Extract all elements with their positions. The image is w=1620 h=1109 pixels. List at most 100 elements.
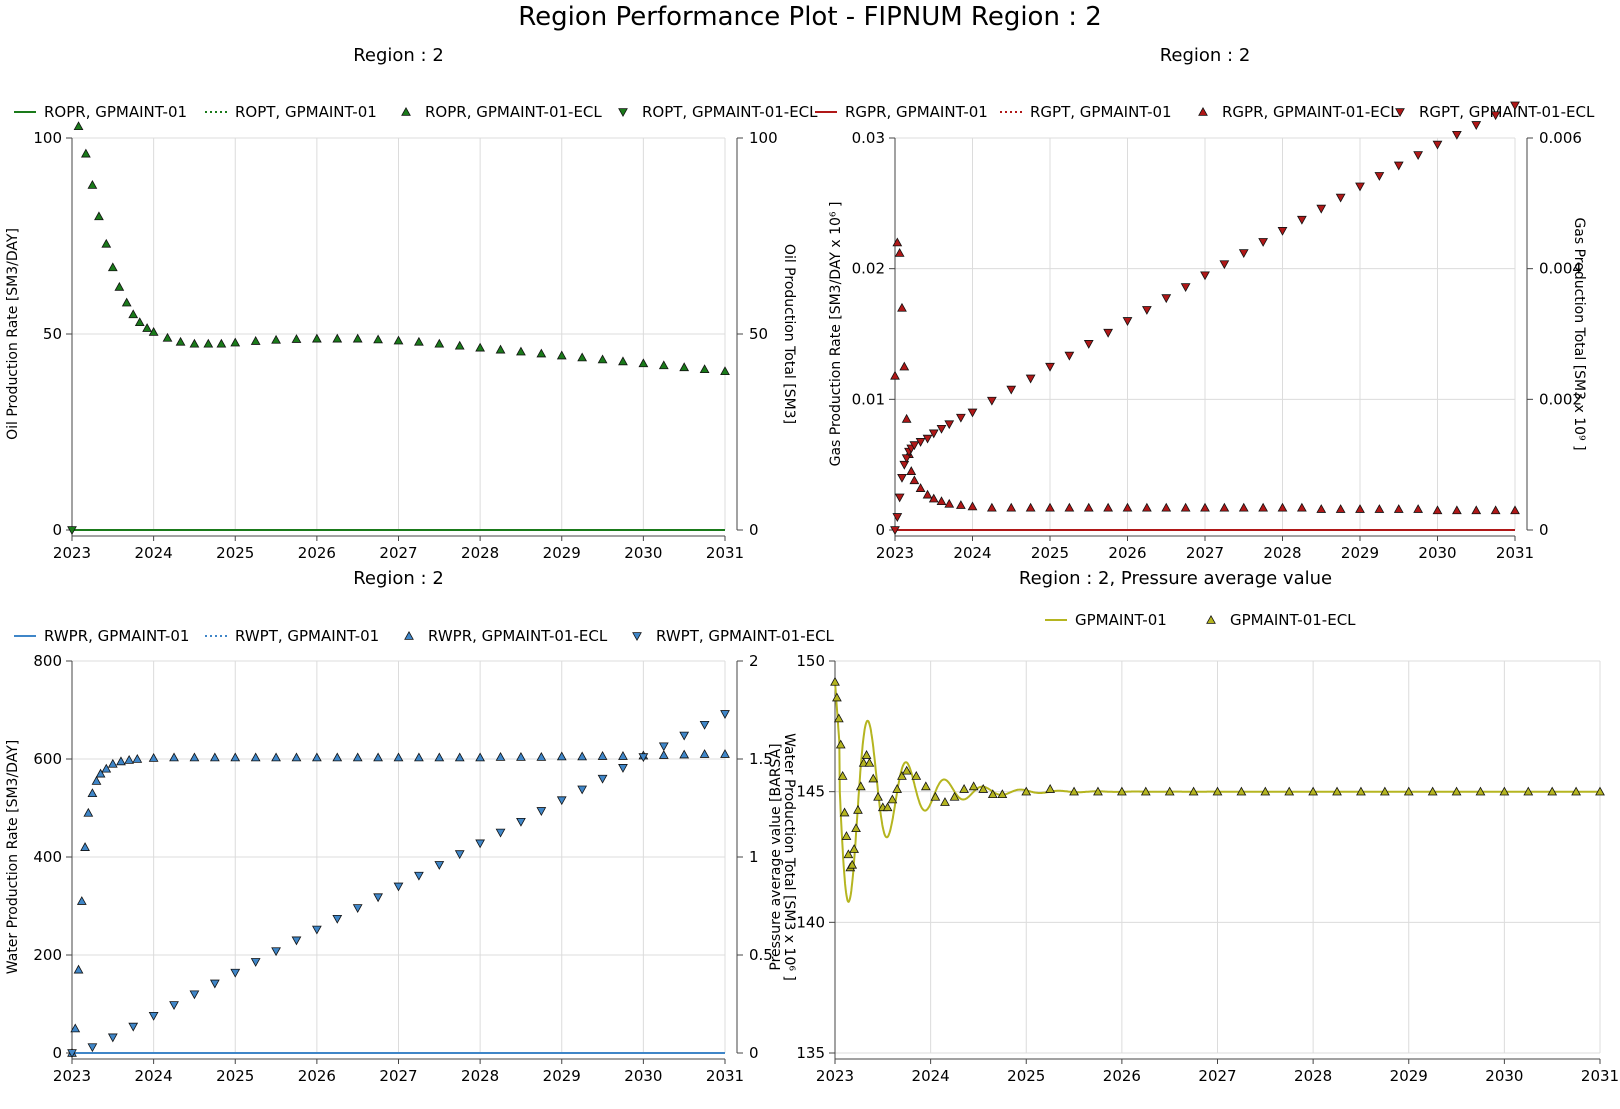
x-tick-label: 2024 — [135, 1067, 173, 1085]
data-point — [1103, 328, 1114, 338]
legend-swatch-tri-up — [404, 630, 414, 640]
data-point — [901, 454, 912, 464]
data-point — [556, 796, 567, 806]
data-point — [944, 420, 955, 430]
data-point — [1180, 502, 1191, 512]
data-point — [67, 1049, 77, 1059]
y-tick-label: 600 — [33, 750, 62, 768]
data-point — [618, 764, 628, 773]
data-point — [1451, 130, 1462, 140]
data-point — [134, 317, 145, 327]
data-point — [720, 710, 730, 719]
data-point — [1355, 504, 1365, 513]
data-point — [967, 501, 978, 511]
data-point — [454, 340, 465, 350]
legend-label: RGPR, GPMAINT-01-ECL — [1222, 103, 1399, 121]
data-point — [101, 763, 112, 773]
x-tick-label: 2027 — [379, 544, 417, 562]
data-point — [658, 742, 669, 752]
data-point — [847, 859, 858, 869]
data-point — [1427, 786, 1438, 796]
data-point — [80, 148, 91, 158]
data-point — [107, 758, 118, 768]
legend-label: ROPR, GPMAINT-01 — [44, 103, 187, 121]
data-point — [67, 526, 77, 536]
data-point — [720, 366, 730, 376]
data-point — [1069, 786, 1079, 796]
data-point — [997, 789, 1008, 799]
data-point — [1083, 502, 1094, 512]
data-point — [475, 752, 486, 762]
y-axis-label: Water Production Rate [SM3/DAY] — [5, 740, 21, 974]
y-tick-label: 0.03 — [852, 129, 885, 147]
data-point — [70, 1023, 81, 1033]
data-point — [853, 804, 863, 814]
y2-tick-label: 0.006 — [1539, 129, 1582, 147]
y2-tick-label: 0.002 — [1539, 390, 1582, 408]
y2-axis-label: Oil Production Total [SM3] — [781, 244, 797, 424]
y2-tick-label: 2 — [749, 652, 759, 670]
data-point — [1083, 340, 1094, 349]
legend-swatch-tri-down — [1395, 108, 1405, 118]
x-tick-label: 2028 — [461, 1067, 499, 1085]
data-point — [189, 338, 200, 348]
y2-tick-label: 0 — [1539, 521, 1549, 539]
data-point — [216, 338, 227, 348]
data-point — [911, 770, 922, 780]
legend-label: RWPT, GPMAINT-01 — [235, 627, 379, 645]
data-point — [968, 781, 979, 791]
data-point — [175, 336, 186, 346]
data-point — [930, 791, 941, 801]
data-point — [1164, 786, 1175, 796]
x-tick-label: 2027 — [379, 1067, 417, 1085]
page-title: Region Performance Plot - FIPNUM Region … — [518, 2, 1102, 32]
data-point — [922, 489, 933, 499]
x-tick-label: 2025 — [1007, 1067, 1045, 1085]
data-point — [955, 500, 966, 509]
y-tick-label: 0 — [875, 521, 885, 539]
data-point — [638, 358, 649, 368]
legend-label: ROPT, GPMAINT-01-ECL — [642, 103, 818, 121]
data-point — [837, 770, 848, 780]
chart-oil: 2023 2024 2025 2026 2027 2028 2029 2030 2031 0 50 1… — [5, 45, 818, 562]
legend-label: ROPT, GPMAINT-01 — [235, 103, 377, 121]
x-tick-label: 2023 — [876, 544, 914, 562]
data-point — [1141, 502, 1152, 512]
data-point — [928, 429, 939, 439]
legend-label: RWPR, GPMAINT-01 — [44, 627, 189, 645]
y-tick-label: 0.02 — [852, 260, 885, 278]
data-point — [162, 332, 173, 342]
legend-label: RWPR, GPMAINT-01-ECL — [428, 627, 608, 645]
x-tick-label: 2031 — [1496, 544, 1534, 562]
data-point — [189, 990, 200, 1000]
y-axis-label: Oil Production Rate [SM3/DAY] — [5, 228, 21, 440]
data-point — [618, 751, 628, 760]
data-point — [1219, 260, 1230, 270]
data-point — [909, 475, 920, 485]
y-tick-label: 135 — [796, 1044, 825, 1062]
y-tick-label: 50 — [43, 325, 62, 343]
data-point — [209, 979, 220, 989]
data-point — [1025, 502, 1036, 512]
data-point — [107, 262, 118, 272]
data-point — [1045, 502, 1055, 512]
data-point — [851, 823, 861, 833]
data-point — [95, 768, 106, 778]
data-point — [1335, 193, 1346, 203]
x-tick-label: 2024 — [135, 544, 173, 562]
data-point — [169, 1001, 179, 1011]
data-point — [909, 441, 920, 451]
data-point — [1116, 786, 1127, 796]
data-point — [352, 904, 363, 913]
data-point — [986, 396, 997, 406]
data-point — [897, 302, 907, 312]
data-point — [832, 692, 842, 702]
data-point — [849, 844, 860, 853]
data-point — [148, 327, 159, 336]
data-point — [597, 774, 608, 784]
data-point — [839, 807, 850, 817]
data-point — [475, 839, 486, 849]
data-point — [332, 752, 343, 762]
data-point — [1379, 786, 1390, 796]
